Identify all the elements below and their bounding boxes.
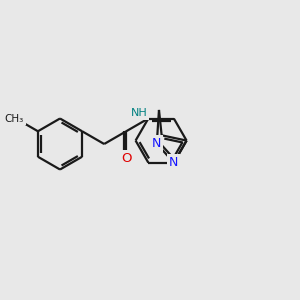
- Text: CH₃: CH₃: [5, 113, 24, 124]
- Text: O: O: [121, 152, 131, 165]
- Text: N: N: [169, 156, 178, 169]
- Text: N: N: [152, 137, 161, 150]
- Text: NH: NH: [130, 109, 147, 118]
